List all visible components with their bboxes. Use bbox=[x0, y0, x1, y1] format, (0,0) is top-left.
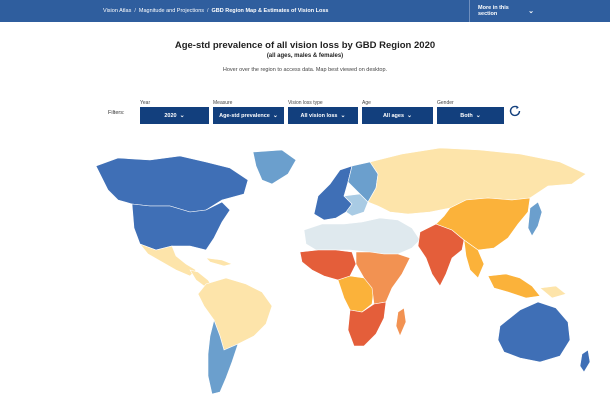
year-select-value: 2020 bbox=[164, 112, 177, 119]
filter-vision-loss-type-label: Vision loss type bbox=[288, 100, 323, 106]
map-region-southern-sub-saharan-africa[interactable] bbox=[347, 301, 387, 347]
map-region-western-sub-saharan-africa[interactable] bbox=[299, 249, 357, 281]
more-in-section-label: More in this section bbox=[478, 5, 509, 17]
map-region-central-sub-saharan-africa[interactable] bbox=[337, 275, 375, 313]
vision-loss-type-select[interactable]: All vision loss ⌄ bbox=[288, 107, 358, 124]
chevron-down-icon: ⌄ bbox=[407, 113, 413, 119]
filters-label: Filters: bbox=[108, 110, 125, 116]
breadcrumb-link-magnitude[interactable]: Magnitude and Projections bbox=[138, 8, 204, 14]
filter-measure-label: Measure bbox=[213, 100, 233, 106]
more-in-section-button[interactable]: More in this section ⌄ bbox=[469, 0, 610, 22]
filter-year: Year 2020 ⌄ bbox=[140, 99, 209, 124]
measure-select-value: Age-std prevalence bbox=[219, 112, 270, 119]
map-region-central-latin-america-mexico[interactable] bbox=[139, 243, 197, 277]
filter-gender-label: Gender bbox=[437, 100, 454, 106]
map-region-high-income-north-america-usa[interactable] bbox=[131, 201, 231, 251]
chevron-down-icon: ⌄ bbox=[340, 113, 346, 119]
filter-gender: Gender Both ⌄ bbox=[437, 99, 504, 124]
gender-select-value: Both bbox=[460, 112, 473, 119]
filter-year-label: Year bbox=[140, 100, 151, 106]
breadcrumb-current: GBD Region Map & Estimates of Vision Los… bbox=[211, 8, 329, 14]
map-region-high-income-north-america-north[interactable] bbox=[95, 155, 249, 213]
filter-measure: Measure Age-std prevalence ⌄ bbox=[213, 99, 284, 124]
page-title: Age-std prevalence of all vision loss by… bbox=[174, 40, 436, 51]
age-select[interactable]: All ages ⌄ bbox=[362, 107, 433, 124]
breadcrumb-separator: / bbox=[134, 8, 136, 14]
map-region-tropical-latin-america[interactable] bbox=[197, 277, 273, 351]
map-region-southern-latin-america[interactable] bbox=[207, 318, 239, 395]
chevron-down-icon: ⌄ bbox=[475, 113, 481, 119]
vision-loss-type-select-value: All vision loss bbox=[300, 112, 338, 119]
gender-select[interactable]: Both ⌄ bbox=[437, 107, 504, 124]
filter-age-label: Age bbox=[362, 100, 371, 106]
map-region-north-africa-and-middle-east[interactable] bbox=[303, 217, 421, 255]
map-region-southeast-asia-mainland[interactable] bbox=[463, 239, 485, 279]
filter-vision-loss-type: Vision loss type All vision loss ⌄ bbox=[288, 99, 358, 124]
world-map bbox=[0, 140, 610, 400]
map-region-east-asia[interactable] bbox=[435, 197, 531, 251]
page-subtitle: (all ages, males & females) bbox=[266, 53, 344, 59]
map-region-high-income-asia-pacific[interactable] bbox=[527, 201, 543, 237]
map-hint-text: Hover over the region to access data. Ma… bbox=[222, 67, 388, 73]
map-region-australasia-australia[interactable] bbox=[497, 301, 571, 363]
age-select-value: All ages bbox=[382, 112, 405, 119]
chevron-down-icon: ⌄ bbox=[272, 113, 278, 119]
map-region-australasia-new-zealand[interactable] bbox=[579, 349, 591, 373]
refresh-icon[interactable] bbox=[508, 104, 522, 118]
filter-age: Age All ages ⌄ bbox=[362, 99, 433, 124]
world-map-svg bbox=[95, 147, 591, 395]
map-region-caribbean[interactable] bbox=[205, 257, 233, 267]
breadcrumb: Vision Atlas / Magnitude and Projections… bbox=[103, 0, 328, 22]
map-region-madagascar[interactable] bbox=[395, 307, 407, 337]
map-region-oceania[interactable] bbox=[539, 285, 567, 299]
map-region-greenland[interactable] bbox=[252, 149, 297, 185]
year-select[interactable]: 2020 ⌄ bbox=[140, 107, 209, 124]
chevron-down-icon: ⌄ bbox=[179, 113, 185, 119]
chevron-down-icon: ⌄ bbox=[528, 8, 534, 15]
top-navigation-bar: Vision Atlas / Magnitude and Projections… bbox=[0, 0, 610, 22]
breadcrumb-link-vision-atlas[interactable]: Vision Atlas bbox=[103, 8, 132, 14]
breadcrumb-separator: / bbox=[207, 8, 209, 14]
map-region-southeast-asia-islands[interactable] bbox=[487, 273, 541, 299]
measure-select[interactable]: Age-std prevalence ⌄ bbox=[213, 107, 284, 124]
map-region-eastern-sub-saharan-africa[interactable] bbox=[355, 251, 411, 305]
